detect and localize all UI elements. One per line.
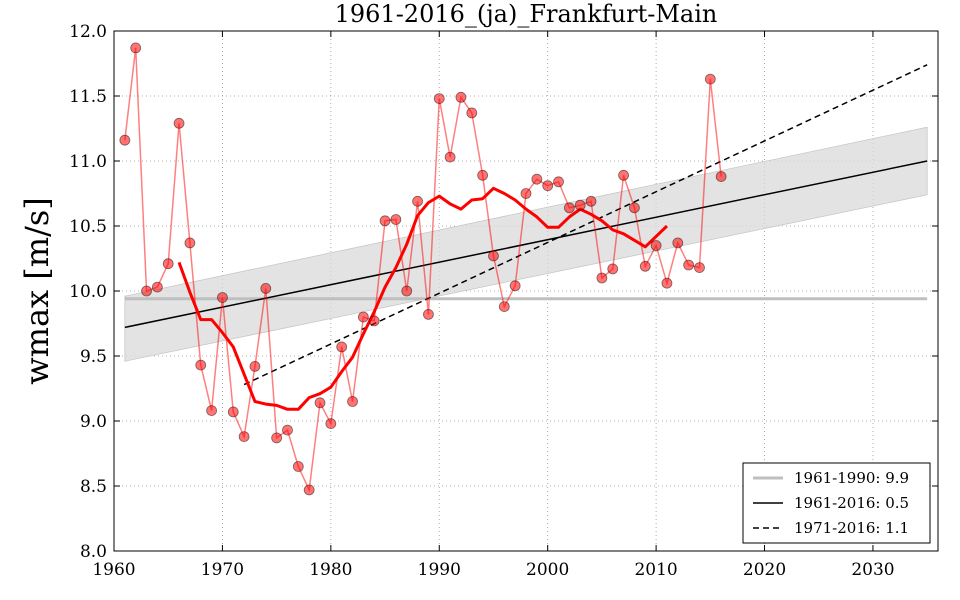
data-point	[683, 259, 695, 271]
data-point	[368, 315, 380, 327]
data-point	[618, 169, 629, 181]
y-tick-label: 10.0	[69, 282, 107, 302]
data-point	[336, 341, 348, 353]
data-point	[574, 199, 586, 211]
data-point	[162, 258, 174, 270]
data-point	[694, 262, 705, 274]
data-point	[249, 360, 261, 372]
data-point	[292, 461, 304, 472]
data-point	[141, 285, 152, 297]
y-tick-label: 9.5	[80, 347, 107, 367]
data-point	[195, 359, 207, 371]
data-point	[271, 432, 283, 444]
data-point	[282, 424, 293, 436]
legend: 1961-1990: 9.9 1961-2016: 0.5 1971-2016:…	[742, 462, 931, 544]
data-point	[119, 134, 131, 146]
data-point	[672, 237, 684, 249]
data-point	[423, 308, 434, 320]
legend-label-trend-full: 1961-2016: 0.5	[794, 494, 909, 512]
reference-line-1961-2016	[124, 160, 928, 329]
data-point	[585, 195, 597, 207]
x-tick-label: 1990	[418, 560, 461, 580]
data-point	[401, 285, 413, 297]
y-tick-label: 9.0	[80, 412, 107, 432]
data-point	[238, 431, 250, 443]
data-series	[119, 42, 727, 496]
data-point	[206, 405, 217, 417]
legend-label-trend-recent: 1971-2016: 1.1	[794, 519, 909, 537]
data-point	[520, 188, 532, 199]
data-point	[563, 202, 575, 214]
data-point	[433, 93, 445, 104]
data-point	[661, 277, 673, 289]
data-point	[704, 73, 716, 85]
axes: 1960 1970 1980 1990 2000 2010 2020 2030 8.0 8.5 9.…	[69, 22, 938, 580]
y-tick-label: 11.5	[69, 87, 107, 107]
y-tick-label: 10.5	[69, 217, 107, 237]
data-point	[314, 397, 326, 409]
data-point	[498, 301, 510, 313]
data-point	[629, 202, 640, 214]
data-point	[227, 406, 239, 418]
chart-title: 1961-2016_(ja)_Frankfurt-Main	[335, 0, 718, 28]
y-axis-label: wmax [m/s]	[18, 197, 56, 385]
x-tick-label: 2000	[526, 560, 569, 580]
data-point	[531, 173, 543, 185]
data-point	[412, 195, 423, 207]
data-point	[607, 263, 619, 275]
data-point	[715, 171, 727, 183]
data-point	[542, 180, 554, 192]
x-tick-label: 1970	[201, 560, 244, 580]
data-point	[357, 311, 369, 323]
data-point	[325, 418, 337, 430]
data-point	[217, 292, 228, 303]
data-point	[347, 396, 358, 407]
reference-lines	[124, 64, 928, 386]
data-point	[466, 107, 478, 119]
x-tick-label: 2030	[851, 560, 894, 580]
data-point	[173, 117, 185, 129]
y-tick-label: 11.0	[69, 152, 107, 172]
data-point	[390, 214, 402, 225]
data-point	[379, 215, 391, 227]
data-point	[553, 176, 564, 188]
data-point	[151, 281, 163, 293]
annual-series-line	[124, 47, 722, 493]
data-point	[509, 280, 521, 292]
x-tick-label: 2020	[743, 560, 786, 580]
data-point	[650, 240, 662, 251]
data-point	[130, 42, 142, 54]
data-point	[596, 272, 608, 284]
data-point	[303, 484, 315, 496]
data-point	[184, 237, 196, 249]
x-tick-label: 1980	[309, 560, 352, 580]
x-tick-label: 2010	[634, 560, 677, 580]
data-point	[639, 260, 651, 272]
data-point	[455, 91, 467, 103]
y-tick-label: 12.0	[69, 22, 107, 42]
data-point	[488, 250, 499, 262]
y-tick-label: 8.0	[80, 542, 107, 562]
data-point	[260, 282, 272, 294]
moving-average-line	[177, 186, 668, 411]
x-tick-label: 1960	[92, 560, 135, 580]
data-point	[477, 169, 489, 181]
y-tick-label: 8.5	[80, 477, 107, 497]
reference-line-1971-2016	[243, 64, 928, 386]
legend-label-mean: 1961-1990: 9.9	[794, 469, 909, 487]
data-point	[444, 151, 456, 163]
